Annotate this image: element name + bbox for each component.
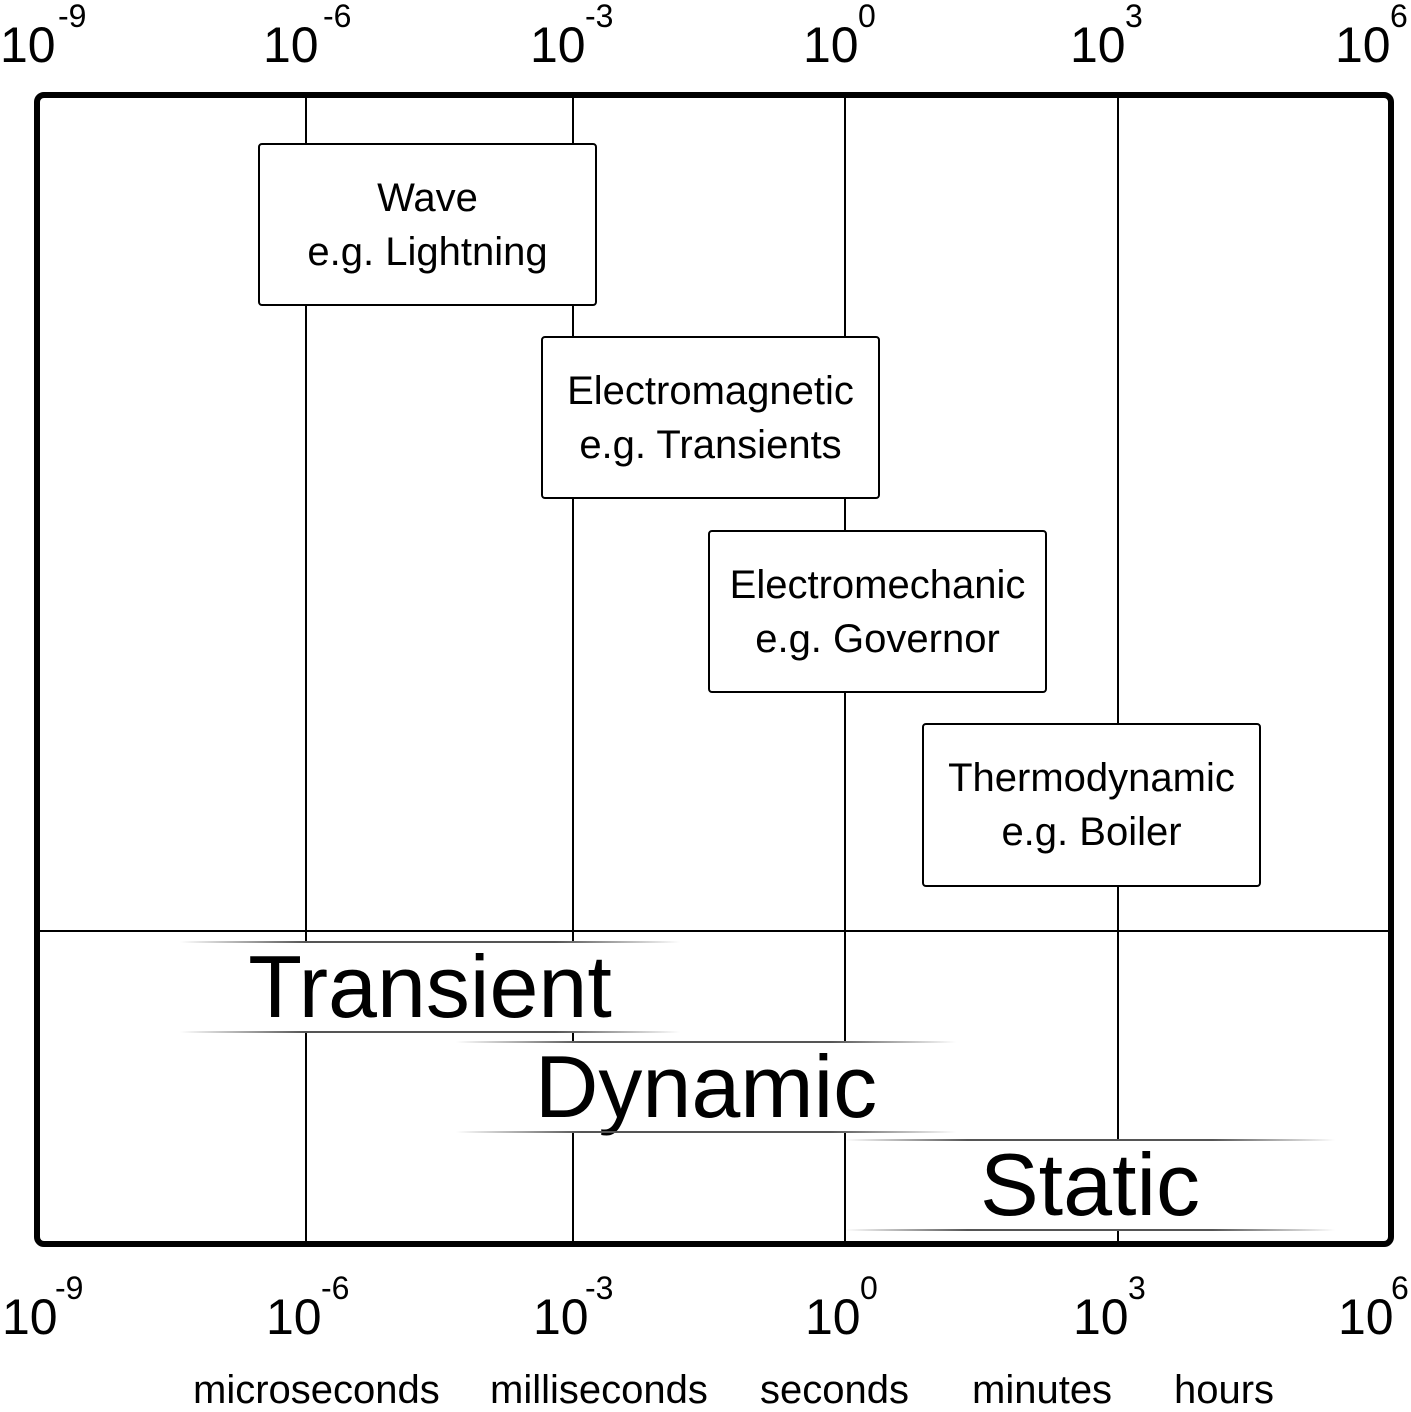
tick-base: 10: [1070, 17, 1126, 73]
tick-exponent: 3: [1125, 0, 1143, 34]
regime-band-dynamic: Dynamic: [456, 1041, 956, 1133]
tick-base: 10: [805, 1289, 861, 1345]
tick-base: 10: [263, 17, 319, 73]
tick-exponent: -3: [585, 0, 614, 34]
phenomenon-title: Electromechanic: [729, 562, 1026, 607]
tick-base: 10: [0, 17, 56, 73]
unit-seconds: seconds: [760, 1368, 909, 1412]
tick-base: 10: [2, 1289, 58, 1345]
bottom-tick-1e-9: 10 -9: [2, 1272, 142, 1342]
tick-exponent: -6: [323, 0, 352, 34]
regime-label: Static: [979, 1135, 1201, 1234]
phenomenon-box-thermodynamic: Thermodynamic e.g. Boiler: [922, 723, 1261, 887]
phenomenon-box-electromechanic: Electromechanic e.g. Governor: [708, 530, 1047, 693]
regime-label: Transient: [248, 937, 612, 1036]
tick-exponent: 6: [1391, 1270, 1409, 1306]
tick-exponent: 3: [1128, 1270, 1146, 1306]
tick-exponent: -9: [55, 1270, 84, 1306]
top-tick-1e-3: 10 -3: [530, 0, 670, 70]
tick-base: 10: [1073, 1289, 1129, 1345]
top-tick-1e0: 10 0: [803, 0, 943, 70]
bottom-tick-1e6: 10 6: [1338, 1272, 1411, 1342]
phenomenon-example: e.g. Boiler: [1001, 810, 1182, 854]
tick-base: 10: [1335, 17, 1391, 73]
regime-band-transient: Transient: [180, 941, 680, 1033]
top-tick-1e6: 10 6: [1335, 0, 1411, 70]
top-tick-1e-6: 10 -6: [263, 0, 403, 70]
phenomenon-box-electromagnetic: Electromagnetic e.g. Transients: [541, 336, 880, 499]
bottom-tick-1e-6: 10 -6: [266, 1272, 406, 1342]
tick-base: 10: [1338, 1289, 1394, 1345]
phenomenon-example: e.g. Governor: [755, 616, 1000, 661]
phenomenon-title: Electromagnetic: [567, 368, 854, 413]
bottom-tick-1e-3: 10 -3: [533, 1272, 673, 1342]
tick-exponent: 0: [858, 0, 876, 34]
tick-exponent: 6: [1390, 0, 1408, 34]
top-tick-1e3: 10 3: [1070, 0, 1210, 70]
unit-milliseconds: milliseconds: [490, 1368, 708, 1412]
tick-base: 10: [266, 1289, 322, 1345]
tick-exponent: -3: [585, 1270, 614, 1306]
unit-microseconds: microseconds: [193, 1368, 440, 1412]
regime-band-static: Static: [845, 1139, 1335, 1231]
phenomenon-box-wave: Wave e.g. Lightning: [258, 143, 597, 306]
tick-base: 10: [803, 17, 859, 73]
tick-exponent: -6: [321, 1270, 350, 1306]
unit-hours: hours: [1174, 1368, 1275, 1412]
outer-frame: [34, 92, 1394, 1247]
bottom-tick-1e3: 10 3: [1073, 1272, 1213, 1342]
tick-exponent: 0: [860, 1270, 878, 1306]
phenomenon-title: Wave: [377, 175, 478, 220]
unit-minutes: minutes: [972, 1368, 1113, 1412]
regime-label: Dynamic: [534, 1037, 878, 1136]
bottom-tick-1e0: 10 0: [805, 1272, 945, 1342]
phenomenon-title: Thermodynamic: [948, 756, 1235, 800]
tick-base: 10: [530, 17, 586, 73]
phenomenon-example: e.g. Lightning: [307, 229, 548, 274]
top-tick-1e-9: 10 -9: [0, 0, 140, 70]
tick-exponent: -9: [58, 0, 87, 34]
phenomenon-example: e.g. Transients: [579, 422, 842, 467]
tick-base: 10: [533, 1289, 589, 1345]
